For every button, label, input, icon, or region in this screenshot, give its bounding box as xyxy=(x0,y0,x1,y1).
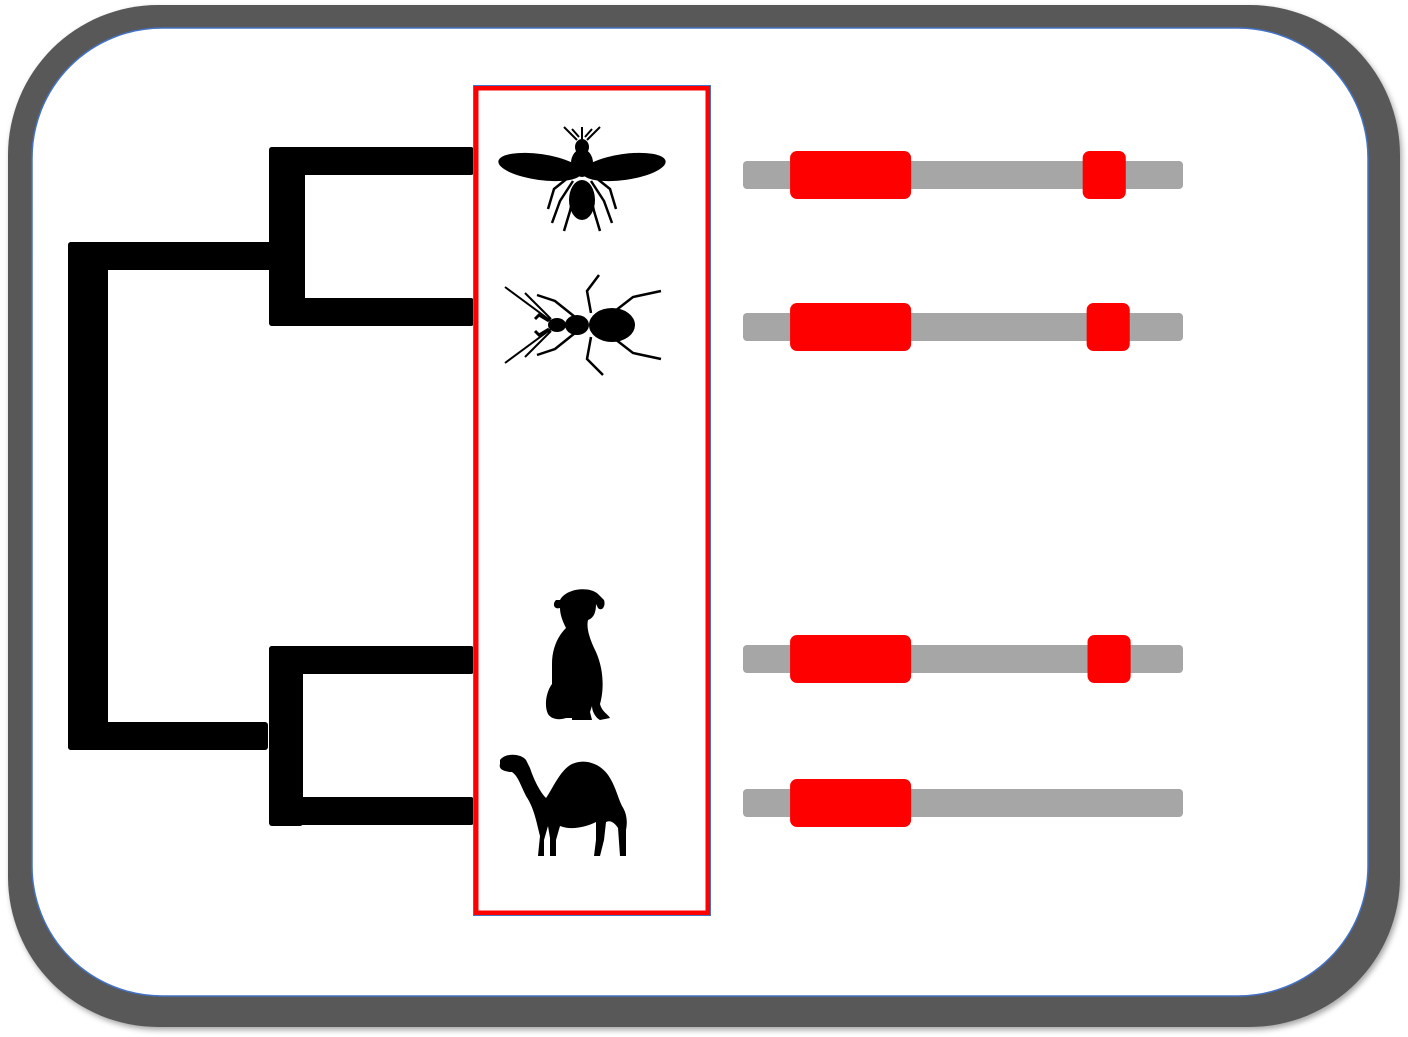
gene-domain-1 xyxy=(790,779,912,827)
root-vertical-branch xyxy=(68,242,108,750)
branch-fly xyxy=(269,147,474,175)
gene-row-3 xyxy=(743,635,1183,683)
gene-domain-1 xyxy=(790,303,912,351)
fly-silhouette-icon xyxy=(498,126,666,232)
gene-architectures xyxy=(743,151,1183,827)
root-branch-mammals xyxy=(68,722,268,750)
branch-dog xyxy=(269,646,474,674)
branch-beetle xyxy=(269,298,474,326)
dog-silhouette-icon xyxy=(545,589,610,720)
camel-silhouette-icon xyxy=(499,754,627,856)
gene-domain-2 xyxy=(1086,303,1130,351)
gene-domain-2 xyxy=(1087,635,1131,683)
phylogenetic-tree xyxy=(68,147,474,826)
gene-domain-1 xyxy=(790,635,912,683)
mammal-clade-vertical xyxy=(269,646,303,826)
root-branch-insects xyxy=(68,242,304,270)
insect-clade-vertical xyxy=(269,147,305,326)
gene-row-4 xyxy=(743,779,1183,827)
gene-row-2 xyxy=(743,303,1183,351)
taxa-highlight-box-inner-edge xyxy=(473,85,711,916)
beetle-silhouette-icon xyxy=(504,274,662,376)
gene-row-1 xyxy=(743,151,1183,199)
branch-camel xyxy=(269,797,474,825)
gene-domain-2 xyxy=(1082,151,1126,199)
gene-domain-1 xyxy=(790,151,912,199)
